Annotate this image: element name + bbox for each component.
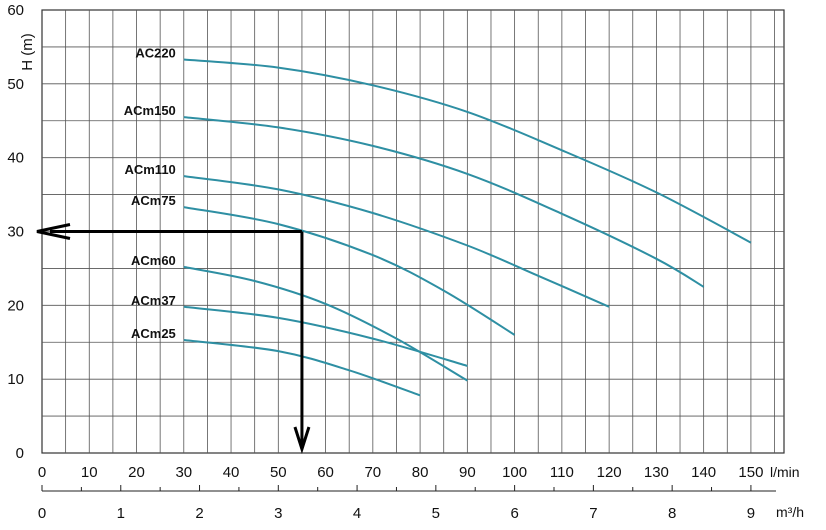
x2-tick-label: 8 [668, 505, 676, 522]
x2-tick-label: 9 [747, 505, 755, 522]
series-labels: AC220 ACm150 ACm110 ACm75 ACm60 ACm37 ACm25 [124, 45, 176, 341]
x-tick-label: 30 [175, 464, 192, 481]
series-curve-acm25 [183, 339, 421, 397]
x-tick-label: 80 [412, 464, 429, 481]
x2-tick-label: 6 [510, 505, 518, 522]
x-tick-label: 150 [738, 464, 763, 481]
x-tick-label: 110 [550, 464, 574, 481]
y-tick-label: 0 [16, 445, 24, 462]
x2-tick-label: 2 [195, 505, 203, 522]
y-tick-labels: 0 10 20 30 40 50 60 [7, 2, 24, 462]
x-tick-labels: 0 10 20 30 40 50 60 70 80 90 100 110 120 130 140 150 [38, 464, 764, 481]
x-tick-label: 90 [459, 464, 476, 481]
y-axis-label: H (m) [19, 33, 36, 71]
series-curves [183, 58, 752, 397]
x2-axis-unit-label: m³/h [776, 504, 804, 520]
secondary-x-axis: 0 1 2 3 4 5 6 7 8 9 [38, 485, 776, 522]
series-label-acm25: ACm25 [131, 326, 176, 341]
series-curve-ac220 [183, 58, 752, 244]
x-tick-label: 50 [270, 464, 287, 481]
series-curve-acm37 [183, 305, 468, 367]
x-tick-label: 120 [597, 464, 622, 481]
series-curve-acm60 [183, 265, 468, 382]
y-tick-label: 30 [7, 224, 24, 241]
y-tick-label: 20 [7, 297, 24, 314]
series-label-acm150: ACm150 [124, 103, 176, 118]
x-tick-label: 20 [128, 464, 145, 481]
series-curve-acm75 [183, 206, 516, 336]
x-tick-label: 130 [644, 464, 669, 481]
series-label-ac220: AC220 [135, 45, 175, 60]
x-tick-label: 0 [38, 464, 46, 481]
x-tick-label: 60 [317, 464, 334, 481]
series-label-acm75: ACm75 [131, 193, 176, 208]
x-tick-label: 10 [81, 464, 98, 481]
y-tick-label: 60 [7, 2, 24, 19]
x2-tick-label: 4 [353, 505, 361, 522]
x-tick-label: 100 [502, 464, 527, 481]
series-label-acm60: ACm60 [131, 253, 176, 268]
x-tick-label: 140 [691, 464, 716, 481]
x2-tick-label: 1 [117, 505, 125, 522]
series-curve-acm110 [183, 175, 610, 308]
x-tick-label: 70 [364, 464, 381, 481]
y-tick-label: 50 [7, 76, 24, 93]
x2-tick-label: 0 [38, 505, 46, 522]
operating-point-annotation [36, 223, 311, 454]
x-tick-label: 40 [223, 464, 240, 481]
x2-tick-label: 5 [432, 505, 440, 522]
y-tick-label: 10 [7, 371, 24, 388]
x2-tick-label: 7 [589, 505, 597, 522]
series-label-acm110: ACm110 [124, 162, 175, 177]
series-label-acm37: ACm37 [131, 293, 176, 308]
arrow-head-down [293, 426, 311, 454]
y-tick-label: 40 [7, 150, 24, 167]
x-axis-unit-label: l/min [770, 464, 800, 480]
series-curve-acm150 [183, 116, 705, 288]
arrow-head-left [36, 223, 71, 240]
x2-tick-label: 3 [274, 505, 282, 522]
